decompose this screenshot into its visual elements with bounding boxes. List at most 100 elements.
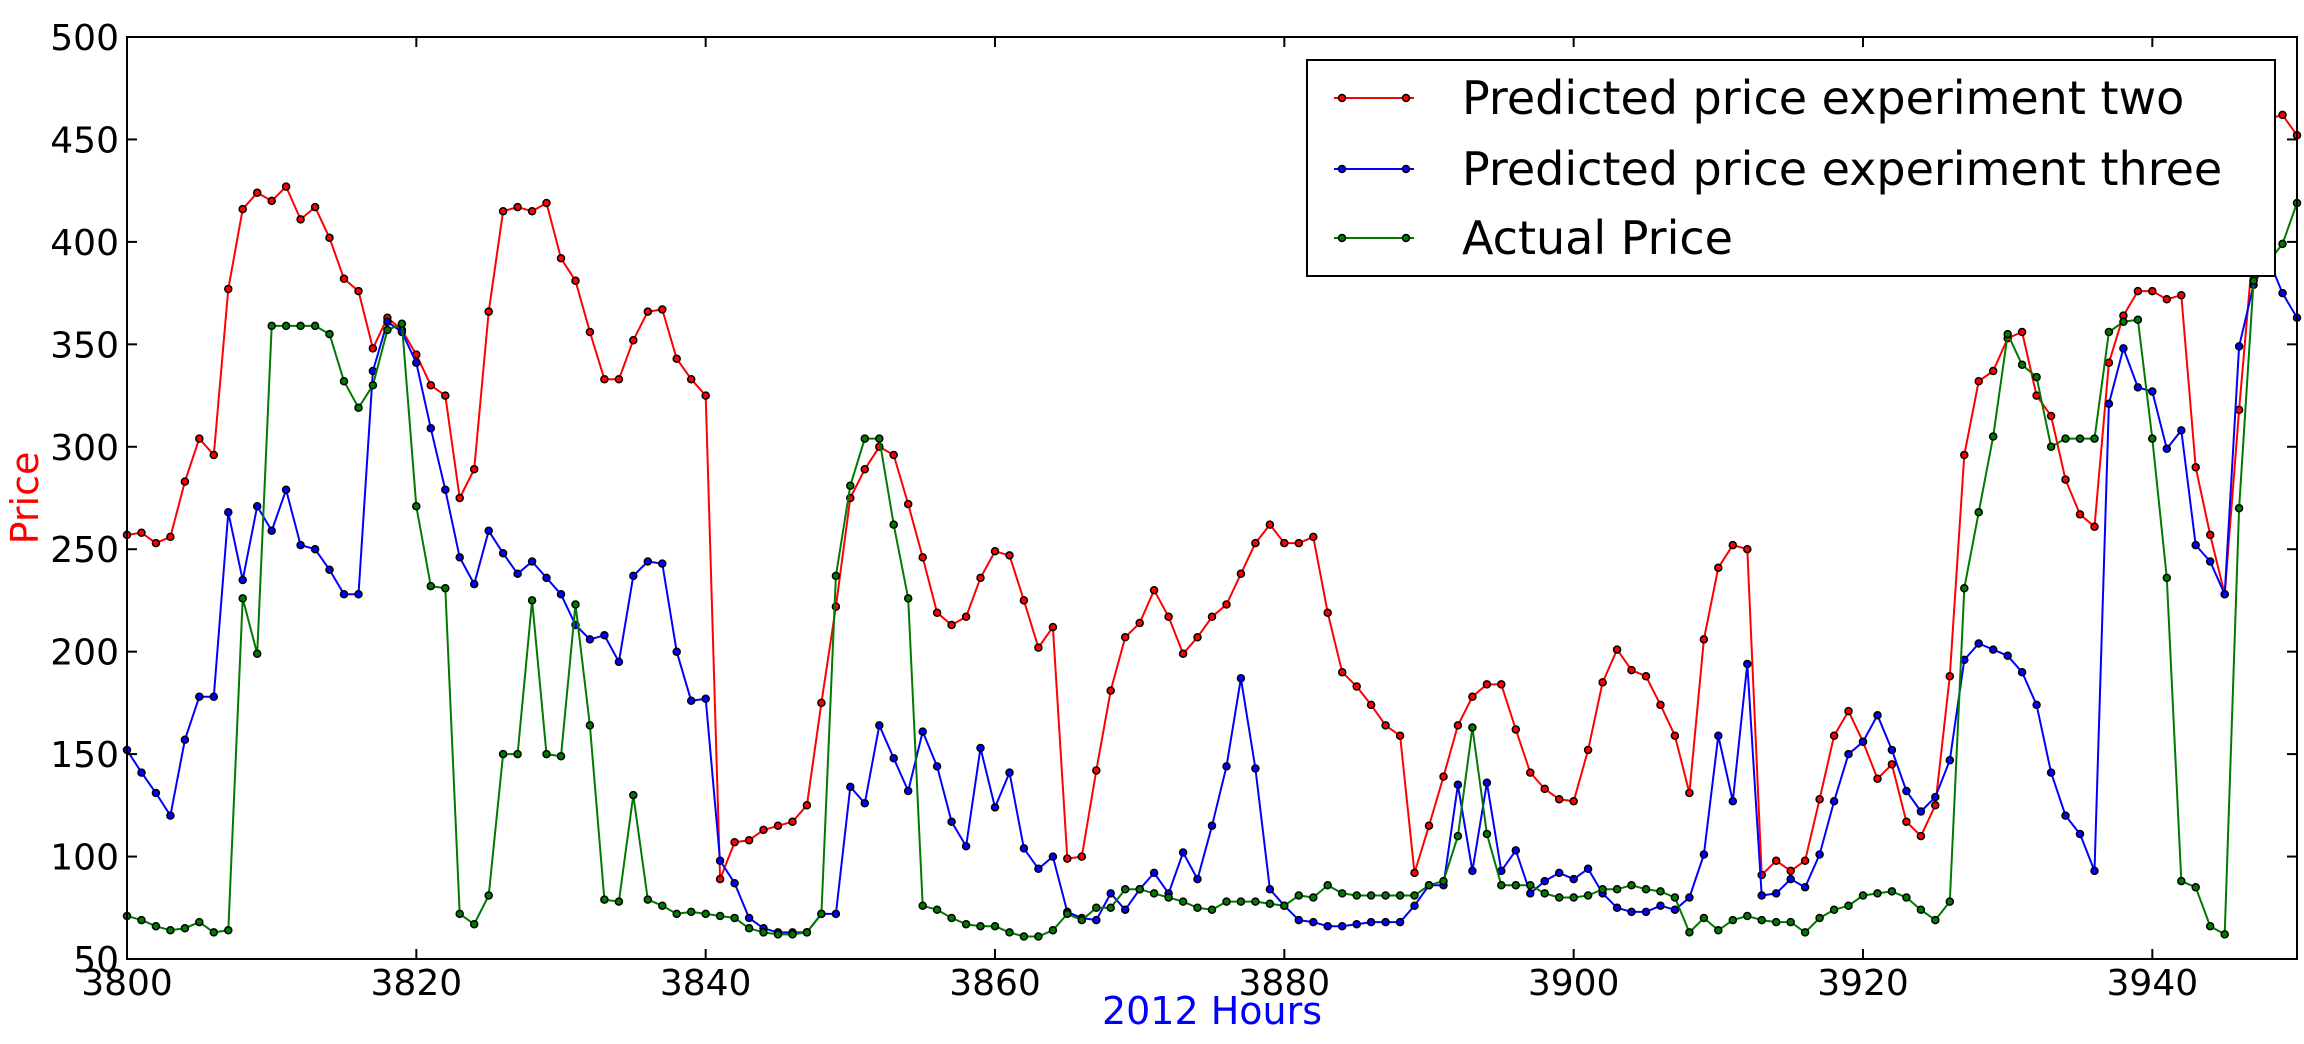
data-point (1453, 780, 1463, 790)
data-point (426, 381, 436, 390)
data-point (1670, 731, 1680, 740)
data-point (889, 753, 898, 763)
data-point (1193, 874, 1202, 884)
data-point (875, 721, 884, 730)
data-point (383, 317, 392, 327)
data-point (1743, 659, 1752, 669)
data-point (1019, 932, 1029, 941)
data-point (2205, 530, 2215, 540)
data-point (1511, 725, 1521, 734)
data-point (860, 434, 870, 443)
data-point (354, 286, 363, 296)
data-point (310, 321, 320, 331)
data-point (1598, 885, 1607, 894)
data-point (730, 837, 739, 847)
data-point (1641, 672, 1651, 681)
data-point (455, 493, 464, 503)
data-point (137, 528, 146, 538)
data-point (1974, 639, 1983, 648)
data-point (947, 913, 956, 923)
data-point (1699, 913, 1709, 923)
data-point (2046, 442, 2056, 452)
data-point (1800, 856, 1810, 865)
data-point (1280, 538, 1289, 548)
data-point (455, 909, 464, 919)
data-point (585, 635, 595, 644)
data-point (224, 926, 233, 935)
data-point (1337, 921, 1347, 931)
data-point (875, 434, 884, 443)
data-point (846, 481, 855, 490)
data-point (1829, 905, 1839, 915)
data-point (932, 608, 942, 617)
data-point (2148, 286, 2157, 296)
data-point (715, 911, 725, 921)
data-point (686, 907, 696, 917)
data-point (469, 579, 479, 589)
data-point (1800, 883, 1810, 892)
data-point (1120, 885, 1130, 894)
data-point (1685, 928, 1694, 937)
data-point (1815, 850, 1824, 859)
data-point (484, 307, 493, 316)
data-point (1540, 784, 1549, 794)
data-point (1323, 880, 1332, 890)
data-point (1974, 508, 1983, 517)
data-point (1786, 917, 1795, 927)
data-point (339, 590, 349, 599)
data-point (918, 901, 927, 910)
data-point (1786, 874, 1795, 884)
data-point (1583, 745, 1593, 755)
data-point (1743, 911, 1752, 921)
data-point (773, 930, 783, 939)
data-point (1309, 917, 1318, 927)
data-point (1366, 700, 1376, 710)
data-point (1309, 893, 1318, 902)
data-point (1106, 889, 1115, 898)
data-point (1178, 848, 1188, 857)
data-point (2278, 110, 2287, 120)
data-point (180, 924, 190, 933)
data-point (571, 600, 580, 609)
data-point (1034, 932, 1043, 941)
data-point (542, 573, 551, 583)
data-point (1222, 762, 1231, 771)
data-point (903, 786, 913, 796)
data-point (1482, 829, 1492, 839)
data-point (556, 254, 566, 263)
legend-marker-experiment-three (1401, 164, 1411, 174)
data-point (715, 856, 725, 865)
data-point (643, 307, 653, 316)
data-point (224, 284, 233, 294)
data-point (571, 276, 580, 286)
y-tick-label: 100 (50, 838, 119, 879)
data-point (643, 895, 653, 904)
data-point (2191, 463, 2200, 472)
data-point (1265, 885, 1275, 894)
data-point (151, 921, 161, 931)
data-point (1120, 905, 1130, 915)
data-point (1395, 731, 1405, 740)
data-point (238, 575, 247, 585)
y-tick-label: 500 (50, 18, 119, 59)
data-point (1945, 672, 1955, 681)
data-point (1251, 897, 1260, 906)
data-point (686, 374, 696, 384)
data-point (2046, 768, 2056, 777)
data-point (2090, 866, 2099, 876)
data-point (1222, 897, 1231, 906)
data-point (469, 919, 479, 929)
data-point (151, 788, 161, 798)
data-point (1526, 768, 1535, 777)
data-point (1598, 678, 1607, 687)
data-point (860, 465, 870, 474)
data-point (2177, 290, 2186, 300)
data-point (1222, 600, 1231, 609)
data-point (2017, 360, 2027, 370)
data-point (1019, 844, 1029, 853)
data-point (817, 698, 826, 708)
data-point (585, 327, 595, 337)
data-point (744, 924, 754, 933)
data-point (2234, 503, 2244, 513)
data-point (2249, 276, 2258, 286)
